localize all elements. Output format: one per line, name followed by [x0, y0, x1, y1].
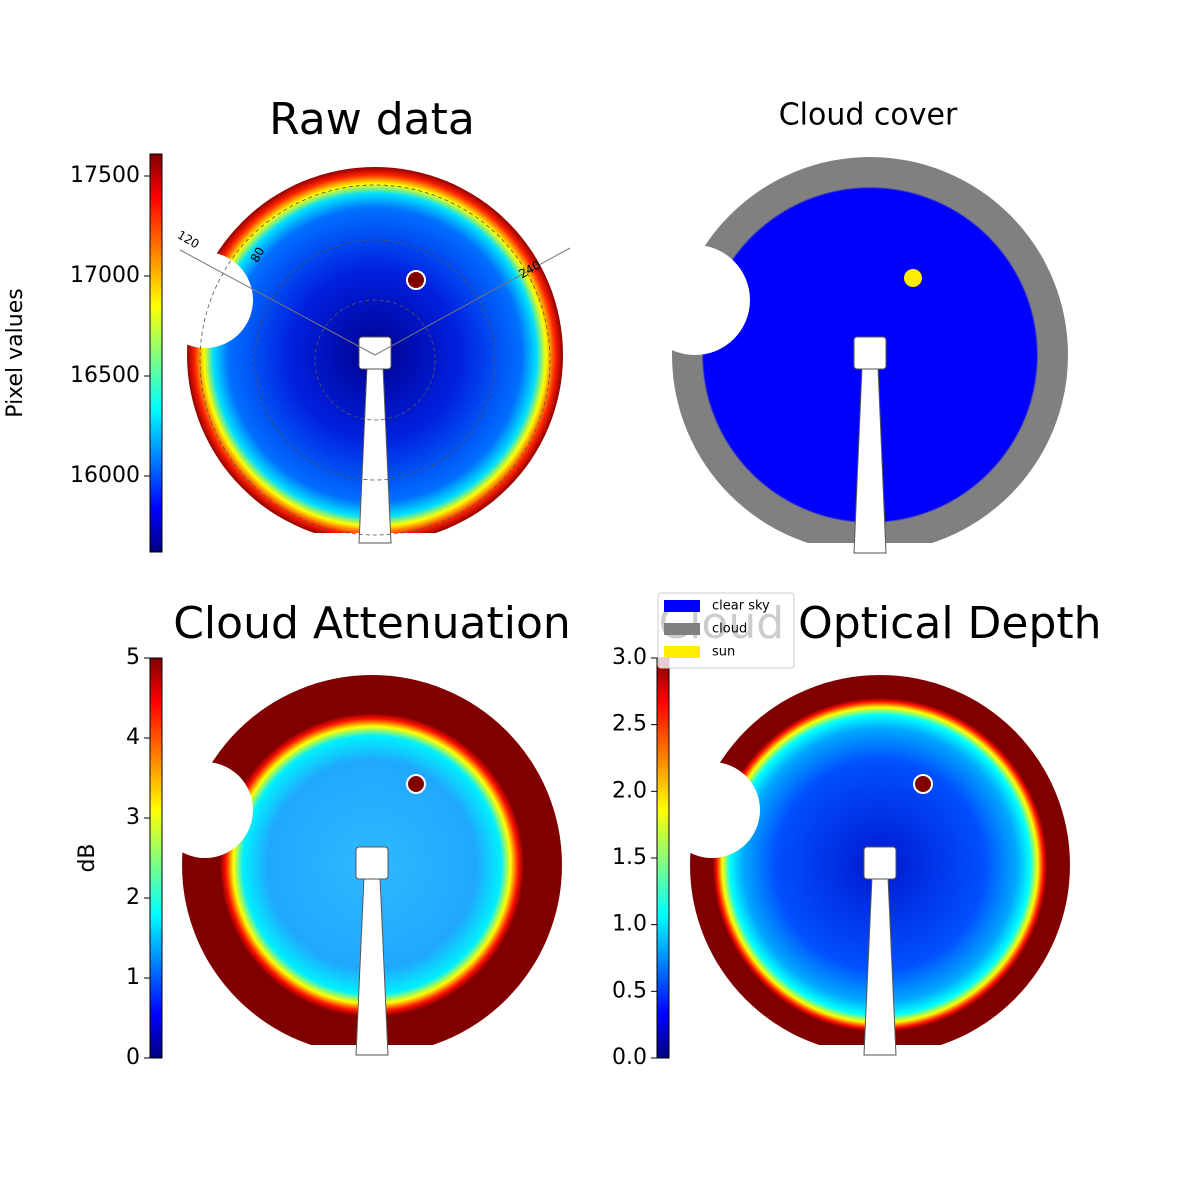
colorbar-tick-label: 17500 [70, 163, 140, 188]
legend-swatch [664, 646, 700, 658]
sky-image [640, 157, 1068, 555]
colorbar-tick-label: 0.0 [612, 1045, 647, 1070]
camera-head [358, 336, 392, 370]
azimuth-line [374, 247, 571, 356]
legend-label: sun [712, 645, 735, 660]
legend-label: clear sky [712, 599, 770, 614]
sun-spot [406, 774, 426, 794]
camera-head [853, 336, 887, 370]
colorbar-label: Pixel values [3, 288, 28, 417]
horizon-notch [664, 762, 760, 858]
colorbar-label: dB [75, 843, 100, 872]
camera-head [355, 846, 389, 880]
camera-head [863, 846, 897, 880]
colorbar-tick-label: 3.0 [612, 645, 647, 670]
colorbar-tick-label: 3 [126, 805, 140, 830]
colorbar-tick-label: 2.0 [612, 778, 647, 803]
colorbar-tick-label: 17000 [70, 263, 140, 288]
azimuth-line [179, 249, 376, 356]
panel-title: Cloud cover [779, 98, 958, 133]
colorbar-tick-label: 1.5 [612, 845, 647, 870]
horizon-notch [157, 252, 253, 348]
colorbar-tick-label: 16500 [70, 363, 140, 388]
sky-image [664, 675, 1070, 1057]
legend-swatch [664, 600, 700, 612]
colorbar-tick-label: 4 [126, 725, 140, 750]
sun-spot [904, 269, 922, 287]
colorbar [656, 657, 670, 1059]
polar-ring [314, 299, 436, 421]
colorbar-tick-label: 1 [126, 965, 140, 990]
colorbar-tick-label: 0 [126, 1045, 140, 1070]
colorbar [149, 153, 163, 553]
sky-image [157, 167, 571, 545]
colorbar [149, 657, 163, 1059]
sun-spot [913, 774, 933, 794]
horizon-notch [640, 245, 750, 355]
panel-title: Raw data [269, 94, 475, 145]
colorbar-tick-label: 2 [126, 885, 140, 910]
polar-ring [254, 239, 496, 481]
legend-label: cloud [712, 622, 747, 637]
polar-label: 80 [248, 245, 268, 265]
polar-label: 120 [175, 228, 202, 252]
colorbar-tick-label: 1.0 [612, 912, 647, 937]
legend: clear sky cloud sun [657, 592, 795, 669]
horizon-notch [157, 762, 253, 858]
legend-swatch [664, 623, 700, 635]
colorbar-tick-label: 16000 [70, 463, 140, 488]
sun-spot [406, 270, 426, 290]
polar-ring [199, 184, 551, 536]
colorbar-tick-label: 5 [126, 645, 140, 670]
colorbar-tick-label: 2.5 [612, 712, 647, 737]
sky-image [157, 675, 562, 1057]
panel-title: Cloud Attenuation [173, 598, 571, 649]
colorbar-tick-label: 0.5 [612, 978, 647, 1003]
